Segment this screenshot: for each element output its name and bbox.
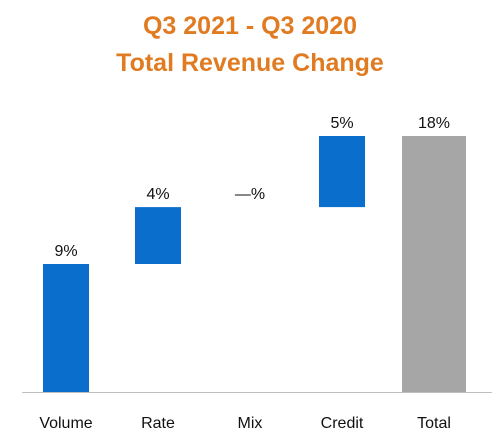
value-label-mix: —% (235, 186, 265, 203)
chart-title: Q3 2021 - Q3 2020 (142, 12, 358, 40)
category-label-rate: Rate (141, 415, 175, 432)
bars-group (43, 136, 466, 392)
value-label-total: 18% (418, 115, 450, 132)
bar-total (402, 136, 466, 392)
value-label-rate: 4% (146, 186, 169, 203)
category-label-mix: Mix (238, 415, 263, 432)
category-label-volume: Volume (39, 415, 92, 432)
category-label-credit: Credit (321, 415, 364, 432)
bar-volume (43, 264, 89, 392)
category-label-total: Total (417, 415, 451, 432)
value-labels-group: 9% 4% —% 5% 18% (54, 115, 450, 260)
value-label-credit: 5% (330, 115, 353, 132)
bar-rate (135, 207, 181, 264)
chart-subtitle: Total Revenue Change (116, 49, 384, 77)
value-label-volume: 9% (54, 243, 77, 260)
bar-credit (319, 136, 365, 208)
category-labels-group: Volume Rate Mix Credit Total (39, 415, 451, 432)
